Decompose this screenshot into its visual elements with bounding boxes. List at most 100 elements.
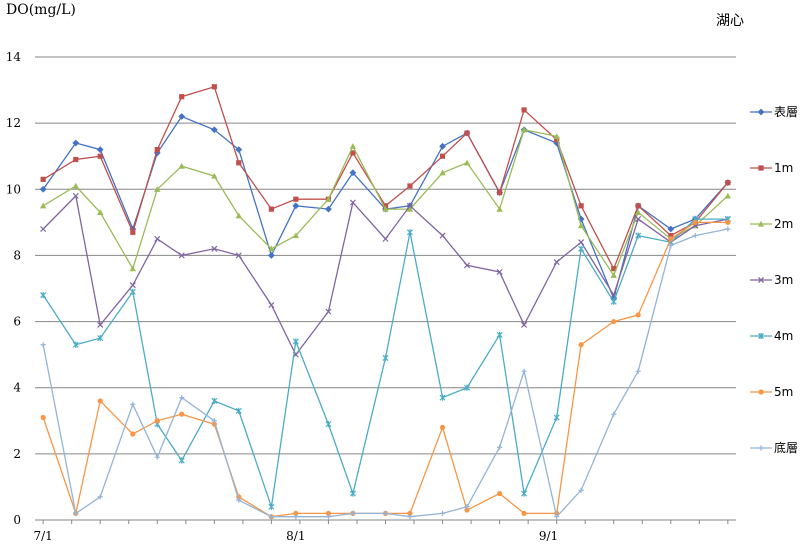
- data-point: [349, 169, 357, 177]
- data-point: [635, 203, 641, 209]
- gridlines: [35, 56, 736, 455]
- x-tick-label: 7/1: [33, 529, 52, 543]
- data-point: [211, 245, 218, 252]
- data-point: [497, 490, 503, 497]
- data-point: [268, 245, 275, 252]
- data-point: [154, 235, 161, 242]
- legend-label: 4m: [774, 329, 793, 343]
- data-point: [325, 308, 332, 315]
- data-point: [179, 94, 185, 100]
- data-point: [464, 507, 470, 513]
- data-point: [350, 510, 356, 516]
- data-point: [268, 514, 274, 520]
- data-point: [497, 189, 503, 196]
- data-point: [610, 298, 617, 305]
- data-point: [635, 312, 641, 318]
- data-point: [611, 318, 617, 325]
- data-point: [129, 282, 136, 289]
- data-point: [521, 368, 527, 374]
- data-point: [464, 130, 470, 136]
- data-point: [578, 203, 584, 209]
- data-point: [293, 514, 299, 520]
- data-point: [406, 202, 413, 209]
- data-point: [578, 487, 584, 493]
- data-point: [350, 150, 356, 156]
- data-point: [382, 203, 389, 209]
- legend-label: 底層: [774, 440, 798, 455]
- data-point: [73, 510, 79, 516]
- data-point: [211, 84, 217, 90]
- data-point: [349, 143, 357, 149]
- series-2: [39, 126, 732, 278]
- data-point: [406, 229, 413, 236]
- data-point: [325, 510, 332, 516]
- data-point: [97, 209, 104, 216]
- legend-swatch-marker: [757, 332, 765, 340]
- data-point: [553, 133, 560, 139]
- data-point: [40, 292, 47, 299]
- data-point: [520, 126, 528, 133]
- legend-swatch-marker: [758, 389, 764, 395]
- data-point: [178, 457, 185, 464]
- data-point: [211, 397, 218, 405]
- data-point: [97, 335, 104, 342]
- data-point: [267, 252, 275, 259]
- data-point: [72, 182, 79, 189]
- data-point: [72, 192, 79, 199]
- data-point: [292, 338, 299, 345]
- data-point: [692, 219, 698, 225]
- data-point: [210, 126, 218, 134]
- data-point: [235, 146, 243, 153]
- legend-label: 3m: [774, 273, 793, 287]
- data-point: [578, 245, 585, 252]
- y-axis-label: DO(mg/L): [6, 2, 76, 18]
- x-tick-label: 8/1: [286, 529, 305, 543]
- data-point: [692, 232, 698, 239]
- x-tick-label: 9/1: [539, 529, 558, 543]
- legend-item: 5m: [750, 385, 793, 399]
- data-point: [439, 153, 446, 159]
- data-point: [521, 107, 527, 113]
- data-point: [439, 169, 446, 176]
- series-line: [42, 194, 728, 356]
- data-point: [439, 232, 446, 239]
- legend-item: 1m: [750, 161, 793, 175]
- data-point: [130, 431, 136, 437]
- data-point: [406, 205, 414, 212]
- data-point: [668, 232, 674, 239]
- data-point: [40, 176, 46, 182]
- data-point: [40, 414, 46, 421]
- data-point: [521, 510, 527, 516]
- legend-label: 2m: [774, 217, 793, 231]
- data-point: [610, 272, 617, 278]
- data-point: [39, 202, 47, 209]
- y-tick-label: 0: [13, 513, 21, 527]
- legend: 表層 1m 2m 3m 4m 5m 底層: [750, 105, 798, 455]
- y-tick-label: 6: [13, 315, 21, 329]
- data-point: [668, 242, 674, 249]
- legend-label: 5m: [774, 385, 793, 399]
- data-point: [725, 180, 731, 186]
- data-point: [635, 216, 642, 223]
- data-point: [497, 444, 503, 450]
- data-point: [268, 302, 275, 309]
- data-point: [130, 229, 136, 235]
- data-point: [349, 490, 356, 497]
- data-point: [293, 196, 299, 202]
- data-point: [439, 394, 446, 401]
- data-point: [154, 454, 160, 460]
- data-point: [235, 407, 242, 414]
- data-point: [496, 205, 503, 212]
- data-point: [407, 183, 413, 189]
- data-point: [349, 199, 356, 206]
- legend-item: 表層: [750, 105, 798, 119]
- data-point: [521, 490, 528, 497]
- data-point: [463, 262, 471, 269]
- legend-swatch-marker: [757, 220, 765, 227]
- data-point: [554, 137, 560, 143]
- y-tick-label: 4: [13, 381, 21, 395]
- legend-swatch-marker: [758, 445, 764, 451]
- data-point: [292, 232, 300, 239]
- legend-item: 4m: [750, 329, 793, 343]
- data-point: [553, 414, 560, 421]
